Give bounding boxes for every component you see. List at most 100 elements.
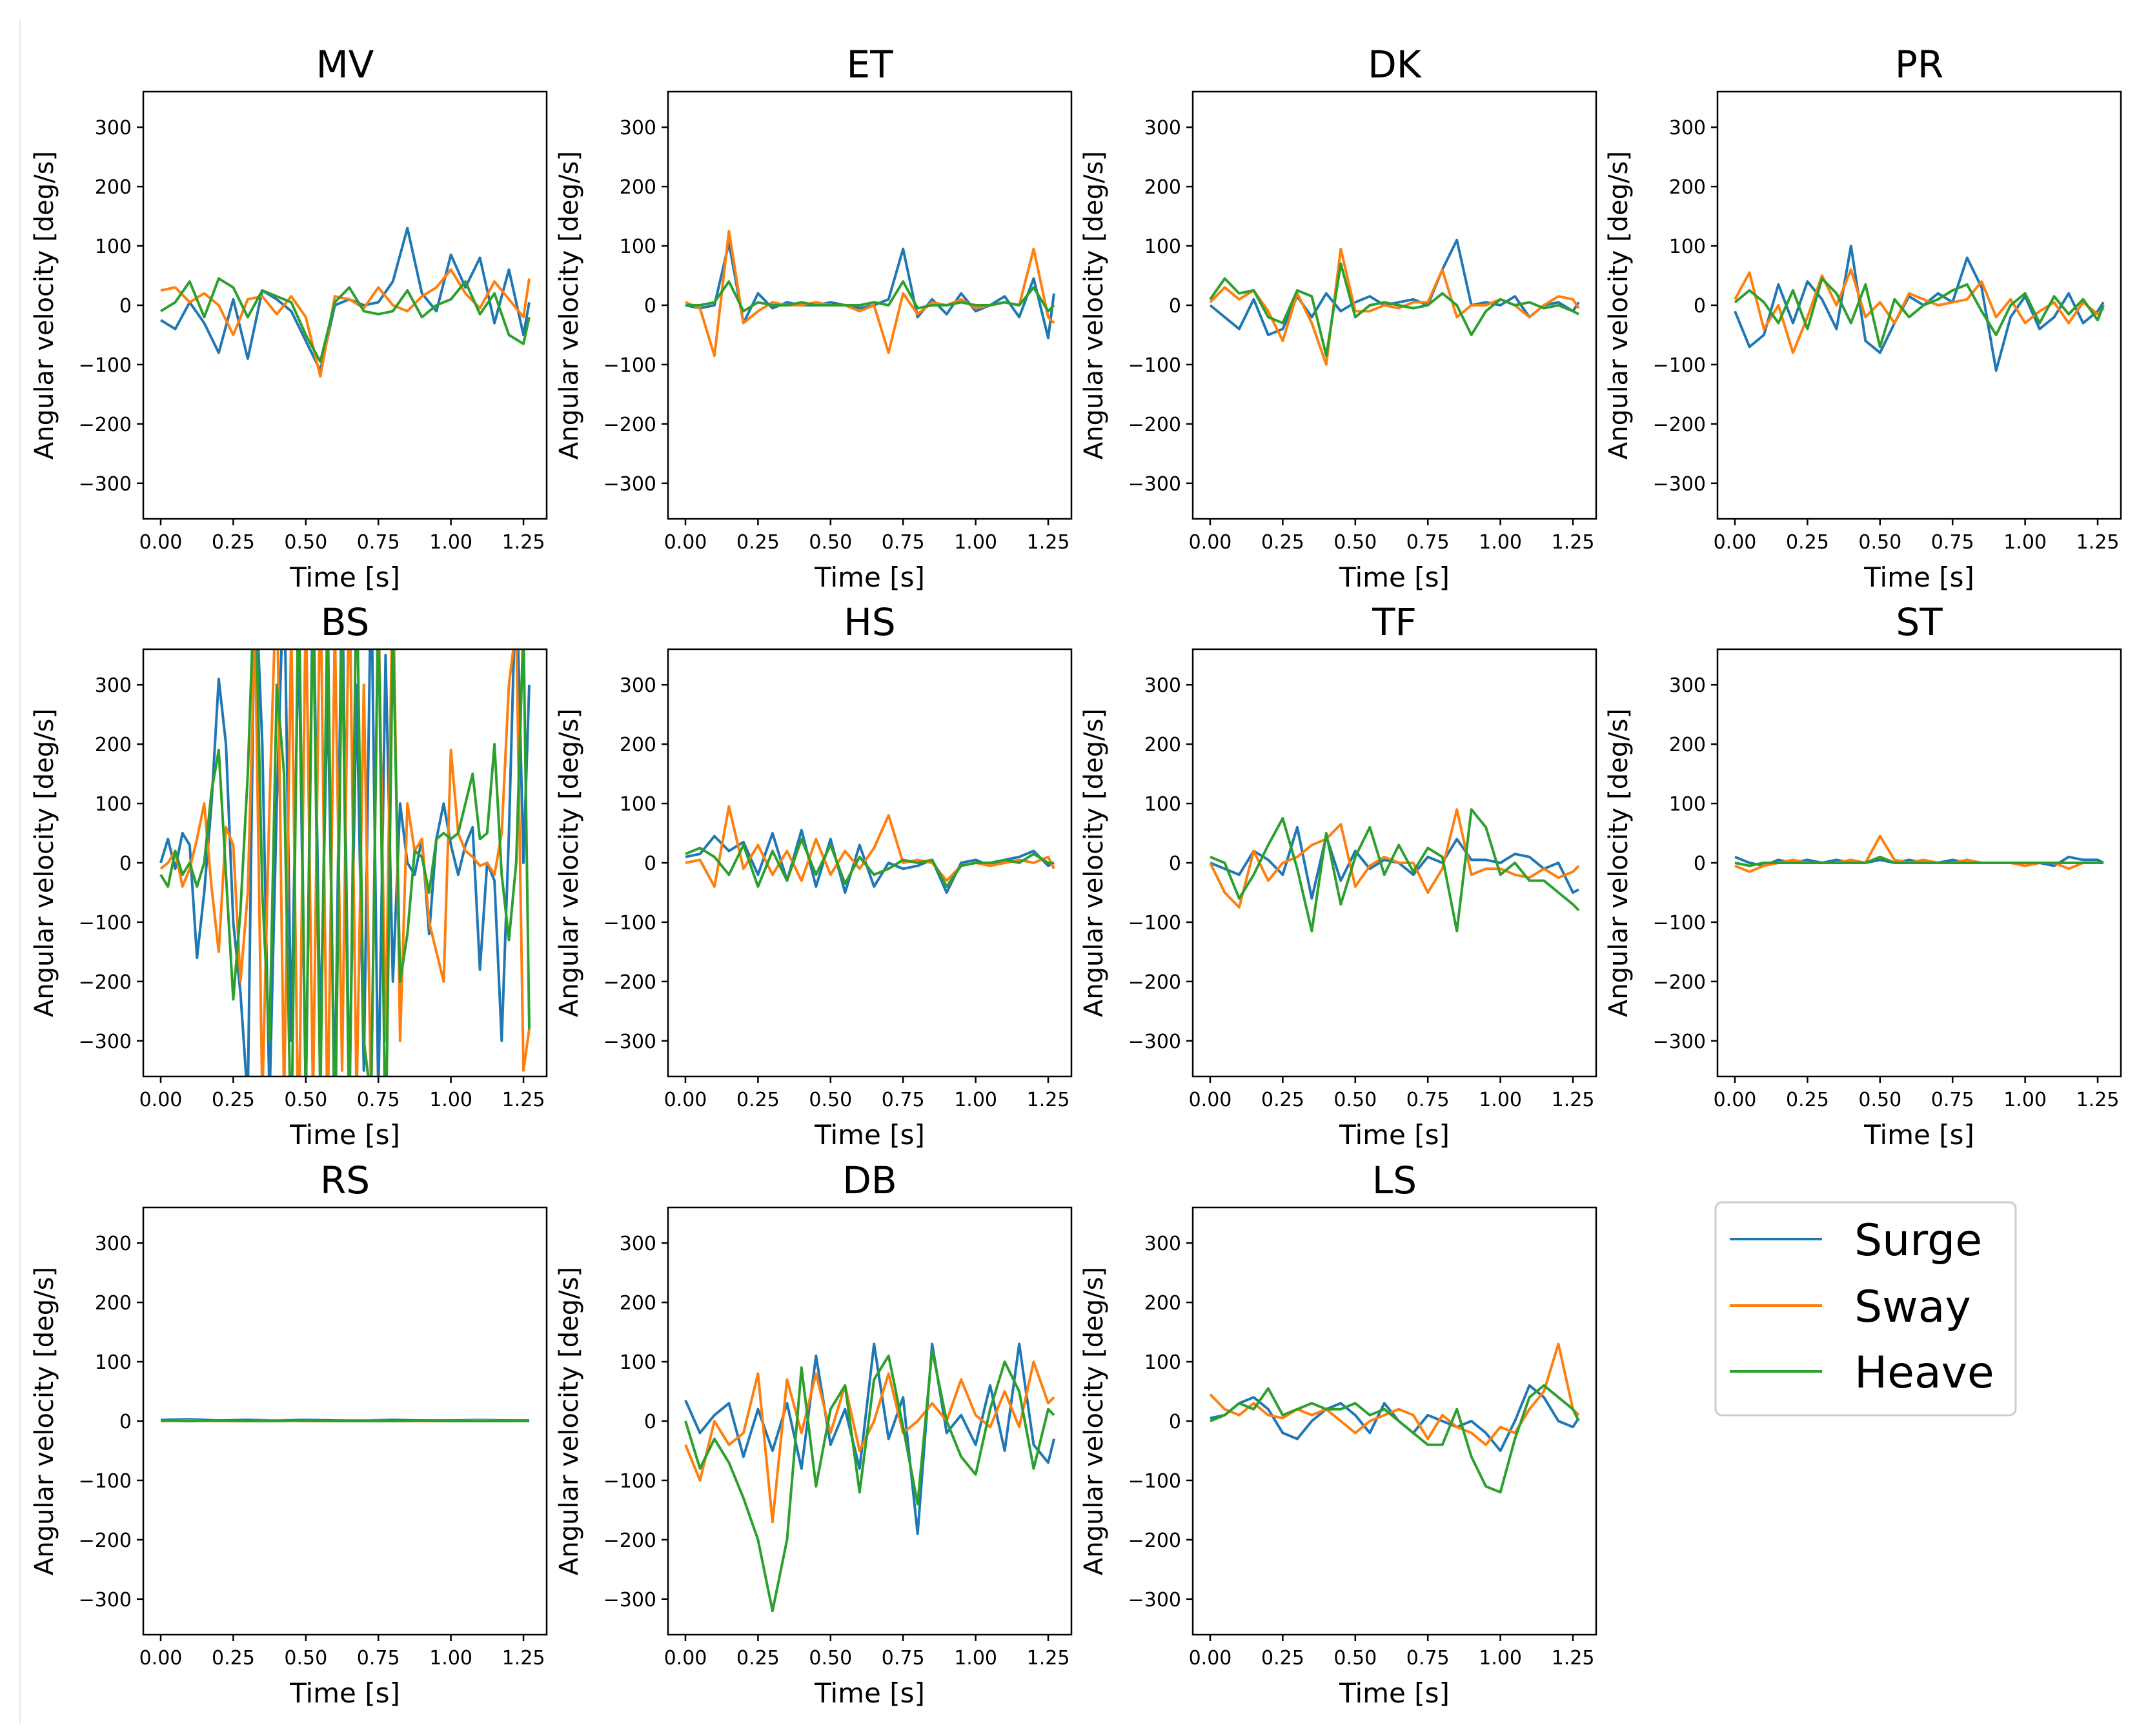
x-tick-label: 0.00	[139, 1647, 183, 1670]
x-tick-label: 1.25	[502, 1647, 545, 1670]
x-tick-label: 0.00	[664, 1089, 707, 1111]
x-tick-label: 0.25	[212, 531, 255, 554]
y-axis-label: Angular velocity [deg/s]	[1604, 151, 1634, 459]
x-tick-label: 1.25	[2076, 1089, 2120, 1111]
y-tick-label: −300	[603, 473, 656, 496]
y-tick-label: −200	[1128, 414, 1181, 436]
series-group	[1209, 238, 1580, 366]
panel-title: HS	[844, 600, 895, 644]
x-tick-label: 0.00	[1189, 1647, 1232, 1670]
y-tick-label: −200	[1653, 971, 1706, 994]
x-tick-label: 0.50	[284, 1647, 327, 1670]
y-tick-label: 100	[1669, 236, 1706, 258]
y-tick-label: 100	[1144, 1351, 1181, 1374]
x-tick-label: 0.00	[139, 531, 183, 554]
y-tick-label: 0	[1169, 1411, 1181, 1433]
series-line-heave	[1734, 855, 2103, 867]
panel-rs: RS 0.00 0.25 0.50 0.75 1.00 1.25 300 200 100 0 −100…	[30, 1158, 548, 1709]
series-line-heave	[159, 649, 531, 1076]
x-tick-label: 0.75	[357, 1089, 400, 1111]
x-tick-label: 0.50	[1858, 1089, 1901, 1111]
y-tick-label: 200	[95, 1292, 132, 1315]
series-group	[684, 1342, 1055, 1613]
x-tick-label: 0.50	[1858, 531, 1901, 554]
y-tick-label: 200	[1669, 176, 1706, 199]
x-tick-label: 0.00	[1189, 1089, 1232, 1111]
y-tick-label: −200	[1128, 1529, 1181, 1552]
y-tick-label: 300	[1144, 1233, 1181, 1255]
x-tick-label: 0.50	[809, 531, 852, 554]
series-group	[685, 230, 1055, 358]
y-tick-label: 300	[95, 117, 132, 139]
x-tick-label: 0.00	[664, 1647, 707, 1670]
x-axis-label: Time [s]	[1339, 1119, 1450, 1151]
x-tick-label: 0.50	[284, 1089, 327, 1111]
y-tick-label: −200	[79, 414, 132, 436]
x-tick-label: 0.00	[1714, 531, 1757, 554]
series-line-heave	[1210, 808, 1580, 933]
panel-title: MV	[316, 43, 374, 86]
panel-title: RS	[320, 1158, 370, 1202]
y-tick-label: −100	[1653, 912, 1706, 934]
y-tick-label: −100	[79, 912, 132, 934]
panel-bs: BS 0.00 0.25 0.50 0.75 1.00 1.25 300 200 100 0 −100…	[30, 600, 548, 1151]
y-axis-label: Angular velocity [deg/s]	[554, 151, 584, 459]
panel-ls: LS 0.00 0.25 0.50 0.75 1.00 1.25 300 200 100 0 −100…	[1079, 1158, 1597, 1709]
x-tick-label: 1.25	[1027, 1647, 1070, 1670]
y-tick-label: 300	[95, 674, 132, 697]
y-tick-label: −100	[1653, 354, 1706, 377]
y-tick-label: −200	[603, 414, 656, 436]
x-axis-label: Time [s]	[289, 1677, 400, 1709]
series-group	[159, 227, 531, 378]
x-tick-label: 0.75	[1406, 1647, 1450, 1670]
x-tick-label: 1.00	[1479, 531, 1522, 554]
x-tick-label: 0.75	[1406, 531, 1450, 554]
panel-title: LS	[1372, 1158, 1417, 1202]
legend-label-surge: Surge	[1854, 1215, 1982, 1266]
y-tick-label: 0	[644, 853, 656, 875]
x-tick-label: 0.25	[736, 1089, 780, 1111]
panel-title: DK	[1368, 43, 1423, 86]
y-tick-label: −300	[1128, 1589, 1181, 1611]
x-tick-label: 0.25	[736, 531, 780, 554]
y-tick-label: −300	[79, 473, 132, 496]
panel-et: ET 0.00 0.25 0.50 0.75 1.00 1.25 300 200 100 0 −100…	[554, 43, 1073, 593]
x-tick-label: 0.00	[139, 1089, 183, 1111]
y-tick-label: −100	[1128, 354, 1181, 377]
y-tick-label: −100	[79, 354, 132, 377]
x-axis-label: Time [s]	[814, 1119, 925, 1151]
x-tick-label: 0.50	[284, 531, 327, 554]
y-tick-label: 0	[119, 853, 132, 875]
y-tick-label: 0	[1169, 295, 1181, 318]
y-tick-label: −300	[1128, 473, 1181, 496]
x-tick-label: 0.25	[1786, 531, 1829, 554]
y-tick-label: −100	[79, 1470, 132, 1493]
y-tick-label: −200	[603, 1529, 656, 1552]
panel-st: ST 0.00 0.25 0.50 0.75 1.00 1.25 300 200 100 0 −100…	[1604, 600, 2122, 1151]
x-tick-label: 1.00	[429, 1089, 472, 1111]
x-tick-label: 0.75	[357, 1647, 400, 1670]
y-tick-label: 200	[95, 176, 132, 199]
x-tick-label: 1.25	[1027, 531, 1070, 554]
y-tick-label: 100	[1669, 793, 1706, 816]
y-tick-label: −300	[79, 1589, 132, 1611]
x-tick-label: 1.25	[1027, 1089, 1070, 1111]
x-axis-label: Time [s]	[1339, 1677, 1450, 1709]
series-group	[685, 805, 1055, 894]
x-tick-label: 1.00	[1479, 1647, 1522, 1670]
y-tick-label: 300	[1144, 117, 1181, 139]
y-tick-label: 200	[620, 176, 656, 199]
y-tick-label: 0	[119, 295, 132, 318]
x-tick-label: 0.75	[1931, 531, 1974, 554]
panel-title: ST	[1896, 600, 1943, 644]
y-tick-label: −100	[603, 1470, 656, 1493]
series-line-sway	[1734, 834, 2103, 873]
y-tick-label: 0	[1169, 853, 1181, 875]
y-tick-label: −200	[79, 971, 132, 994]
x-tick-label: 0.00	[1189, 531, 1232, 554]
y-tick-label: −200	[79, 1529, 132, 1552]
series-group	[159, 649, 531, 1076]
x-tick-label: 0.75	[1406, 1089, 1450, 1111]
x-tick-label: 0.00	[1714, 1089, 1757, 1111]
